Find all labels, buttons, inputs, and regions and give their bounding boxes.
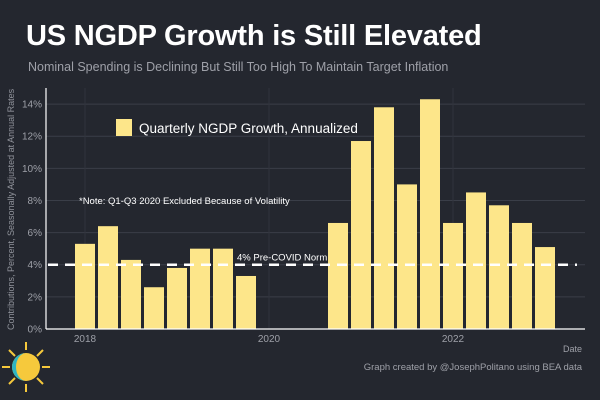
y-tick-label: 10% [22, 164, 42, 175]
bar [535, 247, 555, 329]
x-tick-label: 2020 [258, 334, 281, 345]
x-tick-label: 2018 [74, 334, 97, 345]
credit-line: Graph created by @JosephPolitano using B… [363, 362, 582, 373]
volatility-note: *Note: Q1-Q3 2020 Excluded Because of Vo… [79, 196, 290, 207]
bar [236, 275, 256, 329]
bar [213, 248, 233, 329]
y-tick-label: 12% [22, 132, 42, 143]
bar [397, 184, 417, 329]
y-tick-label: 6% [28, 228, 43, 239]
x-tick-label: 2022 [442, 334, 465, 345]
legend: Quarterly NGDP Growth, Annualized [116, 119, 358, 136]
bar [144, 287, 164, 329]
y-tick-label: 14% [22, 100, 42, 111]
bar [489, 205, 509, 329]
bar [466, 192, 486, 329]
bar [98, 226, 118, 329]
y-tick-label: 0% [28, 325, 43, 336]
bar [75, 243, 95, 329]
bar [351, 141, 371, 329]
y-axis-label: Contributions, Percent, Seasonally Adjus… [6, 88, 16, 330]
bar [190, 248, 210, 329]
bar-series [75, 99, 555, 329]
bar [512, 222, 532, 329]
y-tick-label: 2% [28, 292, 43, 303]
bar [121, 259, 141, 329]
chart-title: US NGDP Growth is Still Elevated [26, 20, 482, 52]
x-axis-label: Date [563, 344, 583, 354]
bar [167, 267, 187, 329]
y-tick-label: 4% [28, 260, 43, 271]
legend-label: Quarterly NGDP Growth, Annualized [139, 121, 358, 136]
sun-logo-icon [2, 342, 50, 392]
y-tick-label: 8% [28, 196, 43, 207]
bar [374, 107, 394, 329]
bar [420, 99, 440, 329]
legend-swatch [116, 119, 132, 136]
pre-covid-norm-label: 4% Pre-COVID Norm [237, 253, 327, 264]
bar [443, 222, 463, 329]
chart-subtitle: Nominal Spending is Declining But Still … [28, 60, 449, 74]
axes: 0% 2% 4% 6% 8% 10% 12% 14% 2018 2020 2022 [22, 88, 585, 345]
reference-line-group: 4% Pre-COVID Norm [48, 253, 577, 266]
bar [328, 222, 348, 329]
